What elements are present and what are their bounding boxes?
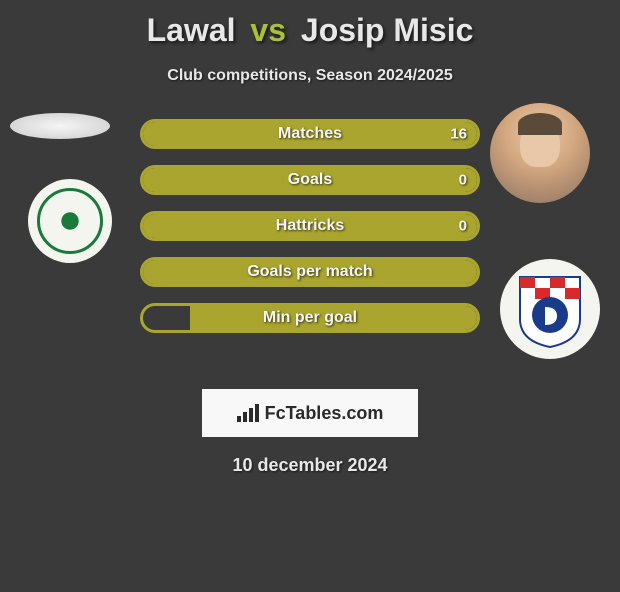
stat-label: Goals (288, 171, 332, 189)
celtic-badge-icon (37, 188, 103, 254)
player1-club-badge (28, 179, 112, 263)
stat-value-right: 0 (459, 172, 467, 189)
branding-badge: FcTables.com (202, 389, 418, 437)
stat-label: Goals per match (247, 263, 372, 281)
stat-row: Goals 0 (140, 165, 480, 195)
player1-avatar (10, 113, 110, 139)
bar-chart-icon (237, 404, 259, 422)
stat-row: Goals per match (140, 257, 480, 287)
dinamo-badge-icon (515, 269, 585, 349)
branding-text: FcTables.com (265, 403, 384, 424)
player2-club-badge (500, 259, 600, 359)
stat-row: Hattricks 0 (140, 211, 480, 241)
comparison-area: Matches 16 Goals 0 Hattricks 0 Goals per match… (0, 119, 620, 379)
player2-avatar (490, 103, 590, 203)
stat-label: Hattricks (276, 217, 344, 235)
stat-row: Min per goal (140, 303, 480, 333)
player1-name: Lawal (147, 12, 236, 48)
vs-separator: vs (250, 12, 286, 48)
snapshot-date: 10 december 2024 (0, 455, 620, 476)
subtitle: Club competitions, Season 2024/2025 (0, 67, 620, 85)
stat-value-right: 16 (450, 126, 467, 143)
stats-list: Matches 16 Goals 0 Hattricks 0 Goals per match… (140, 119, 480, 349)
stat-label: Min per goal (263, 309, 357, 327)
stat-value-right: 0 (459, 218, 467, 235)
comparison-title: Lawal vs Josip Misic (0, 12, 620, 49)
player2-name: Josip Misic (301, 12, 474, 48)
stat-row: Matches 16 (140, 119, 480, 149)
stat-label: Matches (278, 125, 342, 143)
